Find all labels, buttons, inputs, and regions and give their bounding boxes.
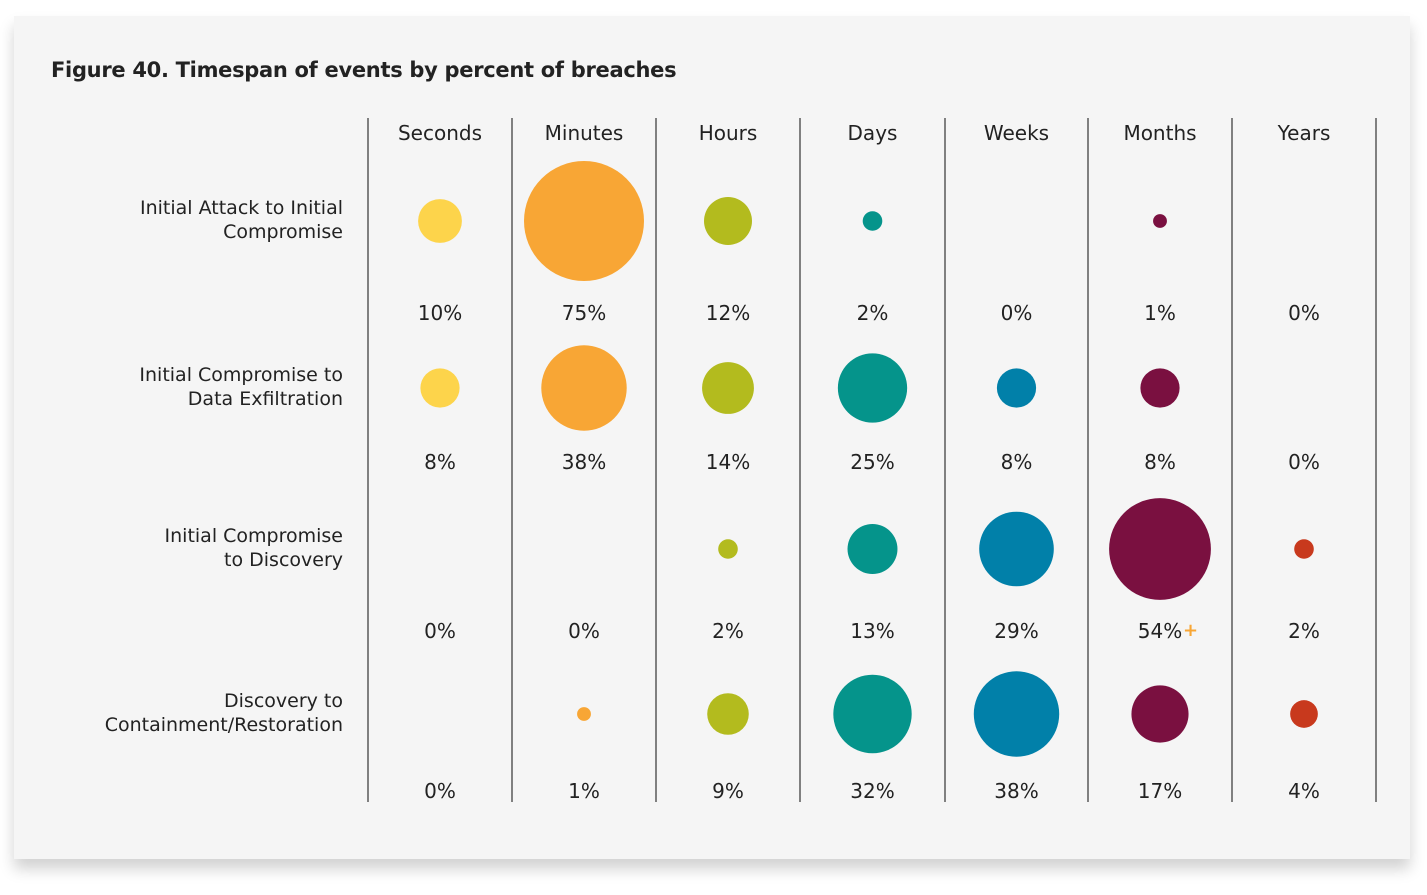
value-label-years-row-0: 0% (1288, 301, 1320, 325)
bubble-years-row-2 (1294, 539, 1314, 559)
bubble-seconds-row-1 (420, 368, 460, 408)
value-label-hours-row-1: 14% (706, 450, 750, 474)
bubble-days-row-1 (837, 353, 908, 423)
row-label-line: Initial Compromise to (139, 364, 343, 386)
column-header-days: Days (848, 121, 898, 145)
bubble-weeks-row-3 (973, 671, 1060, 757)
bubble-minutes-row-0 (524, 161, 644, 281)
value-label-hours-row-3: 9% (712, 779, 744, 803)
value-label-weeks-row-2: 29% (994, 619, 1038, 643)
row-label-line: Initial Attack to Initial (140, 197, 343, 219)
bubble-years-row-3 (1290, 700, 1318, 728)
value-label-seconds-row-2: 0% (424, 619, 456, 643)
value-label-months-row-0: 1% (1144, 301, 1176, 325)
bubble-weeks-row-1 (996, 368, 1037, 408)
row-label-line: Initial Compromise (165, 525, 343, 547)
value-label-hours-row-2: 2% (712, 619, 744, 643)
value-label-weeks-row-1: 8% (1001, 450, 1033, 474)
row-label-line: Compromise (223, 221, 343, 243)
column-header-months: Months (1123, 121, 1196, 145)
row-label-line: to Discovery (224, 549, 343, 571)
row-label-line: Containment/Restoration (105, 714, 343, 736)
value-label-minutes-row-3: 1% (568, 779, 600, 803)
value-label-days-row-1: 25% (850, 450, 894, 474)
bubble-hours-row-0 (704, 197, 752, 245)
bubble-weeks-row-2 (979, 511, 1054, 587)
bubble-months-row-2 (1109, 498, 1211, 600)
column-header-weeks: Weeks (984, 121, 1049, 145)
row-label-2: Initial Compromise to Discovery (165, 525, 343, 571)
value-label-weeks-row-0: 0% (1001, 301, 1033, 325)
value-label-days-row-0: 2% (857, 301, 889, 325)
row-label-line: Discovery to (224, 690, 343, 712)
value-label-minutes-row-0: 75% (562, 301, 606, 325)
bubble-months-row-1 (1140, 368, 1180, 408)
row-label-line: Data Exfiltration (188, 388, 343, 410)
column-header-minutes: Minutes (545, 121, 624, 145)
bubble-minutes-row-3 (577, 707, 591, 721)
row-label-3: Discovery to Containment/Restoration (105, 690, 343, 736)
bubble-minutes-row-1 (541, 345, 627, 431)
value-label-years-row-1: 0% (1288, 450, 1320, 474)
value-label-minutes-row-2: 0% (568, 619, 600, 643)
column-header-seconds: Seconds (398, 121, 482, 145)
value-label-weeks-row-3: 38% (994, 779, 1038, 803)
row-label-1: Initial Compromise to Data Exfiltration (139, 364, 343, 410)
row-label-0: Initial Attack to Initial Compromise (140, 197, 343, 243)
value-label-months-row-3: 17% (1138, 779, 1182, 803)
bubble-months-row-0 (1153, 214, 1167, 228)
column-header-hours: Hours (699, 121, 758, 145)
bubble-hours-row-3 (707, 693, 749, 735)
bubble-hours-row-1 (702, 362, 754, 414)
value-label-months-row-2: 54% (1138, 619, 1182, 643)
column-header-years: Years (1277, 121, 1331, 145)
value-label-days-row-3: 32% (850, 779, 894, 803)
value-label-hours-row-0: 12% (706, 301, 750, 325)
bubble-months-row-3 (1131, 685, 1189, 743)
value-label-months-row-1: 8% (1144, 450, 1176, 474)
value-label-seconds-row-1: 8% (424, 450, 456, 474)
value-label-minutes-row-1: 38% (562, 450, 606, 474)
value-label-years-row-3: 4% (1288, 779, 1320, 803)
chart-title: Figure 40. Timespan of events by percent… (51, 58, 677, 82)
bubble-days-row-2 (847, 524, 898, 574)
bubble-seconds-row-0 (418, 199, 462, 243)
value-label-days-row-2: 13% (850, 619, 894, 643)
annotation-marker-0: + (1183, 620, 1198, 641)
bubble-days-row-3 (833, 674, 912, 754)
value-label-seconds-row-3: 0% (424, 779, 456, 803)
bubble-hours-row-2 (718, 539, 738, 559)
value-label-years-row-2: 2% (1288, 619, 1320, 643)
bubble-days-row-0 (862, 211, 883, 231)
value-label-seconds-row-0: 10% (418, 301, 462, 325)
